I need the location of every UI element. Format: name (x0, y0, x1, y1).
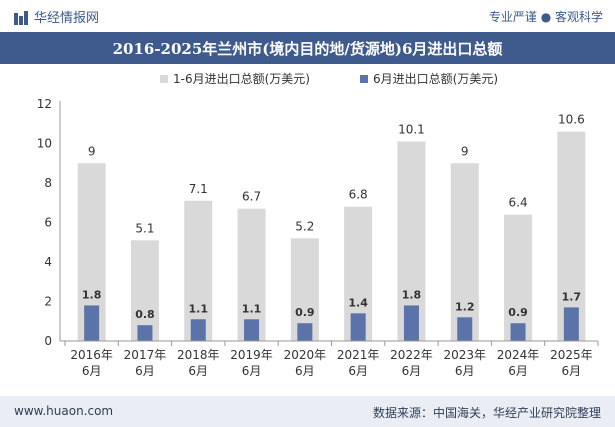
x-axis: 2016年 6月 2017年 6月 2018年 6月 2019年 6月 2020年 6月 2021年… (60, 340, 599, 378)
data-label-june: 1.2 (455, 300, 475, 313)
x-tick-label-month: 6月 (508, 364, 528, 378)
bar-ytd (450, 163, 479, 341)
data-label-ytd: 6.7 (242, 190, 261, 204)
x-tick-label-month: 6月 (402, 364, 422, 378)
footer-website: www.huaon.com (14, 404, 114, 418)
data-label-ytd: 6.4 (509, 196, 528, 210)
x-tick-label-month: 6月 (82, 364, 102, 378)
data-label-ytd: 6.8 (349, 188, 368, 202)
data-label-ytd: 7.1 (189, 182, 208, 196)
y-tick-label: 10 (37, 137, 52, 151)
bar-ytd (557, 131, 586, 341)
data-label-june: 0.9 (508, 306, 528, 319)
bar-ytd (504, 214, 533, 341)
data-label-ytd: 10.1 (398, 123, 425, 137)
x-tick-label-month: 6月 (562, 364, 582, 378)
x-tick-label-month: 6月 (348, 364, 368, 378)
top-bar: 华经情报网 专业严谨 ● 客观科学 (0, 0, 615, 32)
x-tick-label-month: 6月 (455, 364, 475, 378)
x-tick-label-year: 2019年 (230, 348, 273, 362)
x-tick-label-year: 2017年 (124, 348, 167, 362)
data-label-june: 0.8 (135, 308, 155, 321)
y-tick-label: 12 (37, 97, 52, 111)
bar-june (84, 305, 100, 341)
bar-june (190, 319, 206, 341)
bar-ytd (184, 200, 213, 341)
x-tick-label-year: 2023年 (443, 348, 486, 362)
chart-title: 2016-2025年兰州市(境内目的地/货源地)6月进出口总额 (112, 40, 503, 58)
y-tick-label: 6 (44, 216, 52, 230)
data-label-june: 1.8 (82, 288, 102, 301)
x-tick-label-month: 6月 (135, 364, 155, 378)
y-axis: 0 2 4 6 8 10 12 (37, 97, 61, 348)
bar-june (297, 323, 313, 341)
y-tick-label: 0 (44, 334, 52, 348)
legend-swatch-1 (160, 75, 168, 83)
title-bar: 2016-2025年兰州市(境内目的地/货源地)6月进出口总额 (0, 32, 615, 64)
data-label-ytd: 9 (88, 144, 96, 158)
bar-june (563, 307, 579, 341)
data-label-ytd: 10.6 (558, 113, 585, 127)
footer-source: 数据来源：中国海关，华经产业研究院整理 (372, 406, 601, 420)
y-tick-label: 2 (44, 295, 52, 309)
data-label-june: 0.9 (295, 306, 315, 319)
bar-chart: 1-6月进出口总额(万美元) 6月进出口总额(万美元) 0 2 4 6 8 10 12 9 1.… (37, 72, 599, 378)
x-tick-label-year: 2022年 (390, 348, 433, 362)
tagline: 专业严谨 ● 客观科学 (488, 10, 603, 24)
data-label-june: 1.4 (348, 296, 368, 309)
bar-ytd (237, 208, 266, 341)
data-label-ytd: 5.2 (295, 219, 314, 233)
data-label-ytd: 9 (461, 144, 469, 158)
bar-june (350, 313, 366, 341)
legend-label-1: 1-6月进出口总额(万美元) (173, 72, 310, 86)
x-tick-label-month: 6月 (188, 364, 208, 378)
y-tick-label: 4 (44, 255, 52, 269)
data-label-june: 1.7 (562, 290, 582, 303)
data-label-june: 1.1 (189, 302, 209, 315)
brand-logo-icon (14, 11, 28, 29)
x-tick-label-month: 6月 (242, 364, 262, 378)
x-tick-label-year: 2020年 (284, 348, 327, 362)
brand-name: 华经情报网 (34, 11, 100, 26)
legend-swatch-2 (360, 75, 368, 83)
data-label-june: 1.1 (242, 302, 262, 315)
bar-june (244, 319, 260, 341)
bar-ytd (130, 240, 159, 341)
bar-june (457, 317, 473, 341)
data-label-ytd: 5.1 (135, 221, 154, 235)
x-tick-label-year: 2024年 (497, 348, 540, 362)
brand: 华经情报网 (14, 7, 99, 29)
bar-june (403, 305, 419, 341)
x-tick-label-year: 2021年 (337, 348, 380, 362)
x-tick-label-year: 2018年 (177, 348, 220, 362)
x-tick-label-month: 6月 (295, 364, 315, 378)
bar-june (137, 325, 153, 341)
legend: 1-6月进出口总额(万美元) 6月进出口总额(万美元) (160, 72, 498, 86)
data-label-june: 1.8 (402, 288, 422, 301)
footer: www.huaon.com 数据来源：中国海关，华经产业研究院整理 (0, 396, 615, 427)
x-tick-label-year: 2016年 (70, 348, 113, 362)
y-tick-label: 8 (44, 176, 52, 190)
bars: 9 1.8 5.1 0.8 7.1 1.1 6.7 1.1 5.2 0.9 6.8 1.4 10.1 1.… (77, 113, 586, 341)
bar-june (510, 323, 526, 341)
x-tick-label-year: 2025年 (550, 348, 593, 362)
legend-label-2: 6月进出口总额(万美元) (373, 72, 498, 86)
